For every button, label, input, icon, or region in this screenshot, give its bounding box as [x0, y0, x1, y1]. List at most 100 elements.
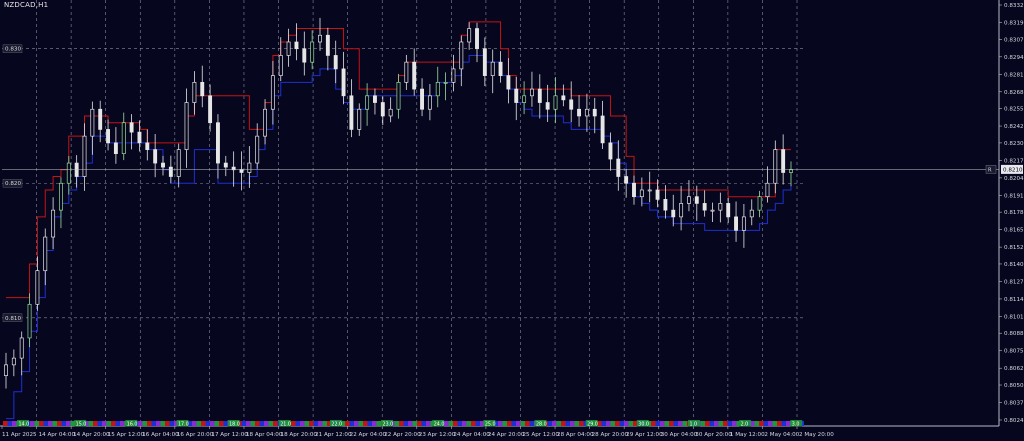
- session-block: [43, 421, 48, 426]
- candle: [600, 100, 605, 149]
- session-block: [61, 421, 66, 426]
- day-marker-label: 15.0: [76, 422, 87, 428]
- time-tick-label: 14 Apr 20:00: [73, 432, 110, 438]
- session-block: [340, 421, 345, 426]
- candle: [451, 54, 456, 92]
- session-block: [48, 421, 53, 426]
- session-block: [295, 421, 300, 426]
- session-block: [201, 421, 206, 426]
- price-tick-label: 0.81785: [1004, 210, 1024, 216]
- day-marker-label: 21.0: [280, 422, 291, 428]
- candle-body: [749, 209, 754, 218]
- candle-body: [121, 122, 126, 154]
- session-block: [516, 421, 521, 426]
- candle: [90, 101, 95, 155]
- session-block: [673, 421, 678, 426]
- candle-series: [4, 17, 793, 389]
- time-tick-label: 28 Apr 20:00: [592, 432, 629, 438]
- session-block: [309, 421, 314, 426]
- candle-body: [380, 102, 385, 117]
- session-block: [376, 421, 381, 426]
- candle-body: [734, 216, 739, 231]
- candle-body: [74, 162, 79, 177]
- day-marker-label: 30.0: [638, 422, 649, 428]
- candle: [145, 129, 150, 161]
- candle: [694, 185, 699, 221]
- candle-body: [137, 131, 142, 144]
- candle: [121, 112, 126, 161]
- session-block: [597, 421, 602, 426]
- candle: [318, 17, 322, 51]
- day-marker-box: [483, 420, 496, 427]
- candle-body: [286, 41, 291, 56]
- session-block: [327, 421, 332, 426]
- day-marker-label: 18.0: [229, 422, 240, 428]
- candle-body: [529, 88, 534, 97]
- session-block: [102, 421, 107, 426]
- candle: [514, 76, 519, 121]
- price-tick-label: 0.82555: [1004, 107, 1024, 113]
- candle-body: [176, 149, 181, 177]
- session-block: [471, 421, 476, 426]
- session-block: [394, 421, 399, 426]
- session-block: [633, 421, 638, 426]
- candle: [475, 22, 479, 63]
- candle-body: [98, 108, 103, 130]
- candle-body: [765, 182, 770, 198]
- candle-body: [278, 55, 283, 76]
- day-marker-box: [17, 420, 29, 427]
- session-block: [291, 421, 296, 426]
- candle-body: [584, 108, 589, 117]
- session-block: [156, 421, 161, 426]
- candle-body: [373, 95, 377, 103]
- candle-body: [459, 41, 464, 70]
- candle: [137, 120, 142, 152]
- session-block: [205, 421, 210, 426]
- candle: [231, 151, 236, 187]
- session-block: [565, 421, 570, 426]
- session-block: [480, 421, 485, 426]
- candle-body: [35, 270, 40, 305]
- time-tick-label: 1 May 12:00: [730, 432, 765, 438]
- candle: [51, 197, 56, 249]
- candle: [553, 77, 558, 124]
- session-block: [84, 421, 89, 426]
- candle: [294, 23, 299, 61]
- candle: [608, 132, 613, 171]
- candle: [239, 151, 244, 191]
- day-marker-label: 25.0: [485, 422, 496, 428]
- candle: [545, 84, 550, 122]
- candle-body: [726, 203, 731, 218]
- session-block: [196, 421, 201, 426]
- candle-body: [270, 75, 275, 110]
- session-block: [313, 421, 318, 426]
- candle: [263, 99, 268, 145]
- candle-body: [223, 162, 228, 168]
- candle: [404, 54, 409, 90]
- day-marker-label: 2.0: [741, 422, 749, 428]
- session-block: [169, 421, 174, 426]
- price-tick-label: 0.80885: [1004, 331, 1024, 337]
- session-block: [349, 421, 354, 426]
- candle-body: [694, 196, 699, 204]
- session-block: [259, 421, 264, 426]
- candle: [671, 194, 676, 227]
- candle: [710, 202, 715, 223]
- session-block: [138, 421, 143, 426]
- candle: [592, 97, 597, 134]
- time-tick-label: 22 Apr 20:00: [384, 432, 421, 438]
- session-block: [664, 421, 669, 426]
- price-tick-label: 0.81655: [1004, 228, 1024, 234]
- candle-body: [545, 102, 550, 110]
- candle-body: [161, 162, 165, 168]
- candle: [686, 180, 691, 212]
- session-block: [3, 421, 8, 426]
- candle: [106, 119, 110, 151]
- candle-body: [263, 108, 268, 137]
- session-block: [660, 421, 665, 426]
- candle: [647, 171, 652, 203]
